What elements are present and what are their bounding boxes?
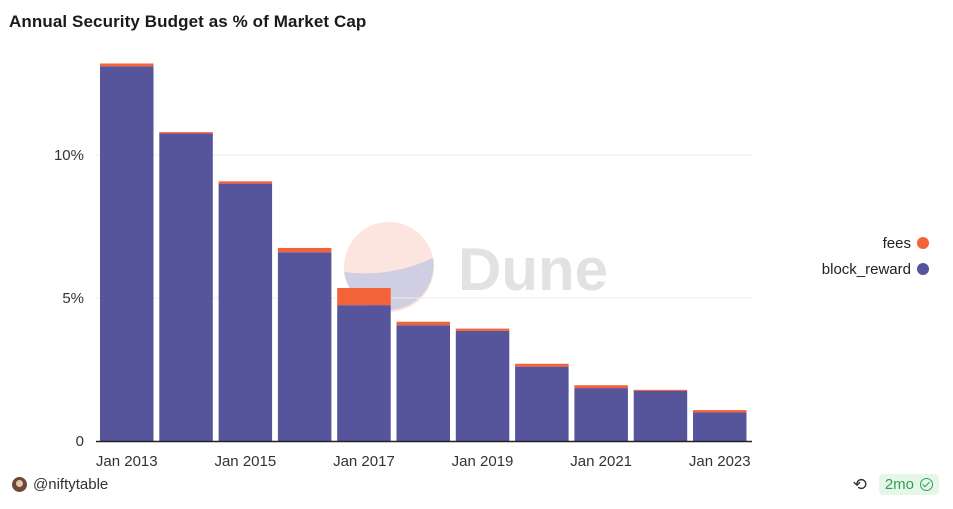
- legend-label-block-reward: block_reward: [821, 260, 911, 278]
- bar-fees[interactable]: [100, 63, 154, 67]
- x-tick-label: Jan 2013: [96, 453, 158, 470]
- legend-dot-fees: [917, 237, 929, 249]
- x-tick-label: Jan 2017: [333, 453, 395, 470]
- bar-fees[interactable]: [515, 363, 569, 367]
- bar-block-reward[interactable]: [100, 66, 154, 441]
- bar-fees[interactable]: [277, 247, 332, 253]
- bar-fees[interactable]: [693, 410, 747, 413]
- x-tick-label: Jan 2019: [452, 453, 514, 470]
- watermark-text: Dune: [458, 236, 608, 303]
- x-tick-label: Jan 2023: [689, 453, 751, 470]
- author-name: @niftytable: [33, 476, 109, 493]
- axes: 0 5% 10% Jan 2013 Jan 2015 Jan 2017 Jan 2019 Ja…: [54, 147, 752, 470]
- legend-label-fees: fees: [882, 234, 911, 252]
- bar-block-reward[interactable]: [218, 183, 273, 441]
- legend: fees block_reward: [822, 230, 929, 282]
- x-tick-label: Jan 2021: [570, 453, 632, 470]
- y-tick-label: 0: [76, 433, 84, 450]
- legend-dot-block-reward: [917, 263, 929, 275]
- refresh-icon[interactable]: ⟲: [852, 475, 867, 494]
- bar-fees[interactable]: [455, 328, 510, 331]
- footer-status: ⟲ 2mo: [853, 474, 939, 495]
- bar-block-reward[interactable]: [337, 305, 391, 441]
- bar-block-reward[interactable]: [574, 388, 628, 441]
- bar-block-reward[interactable]: [159, 133, 213, 442]
- chart-title: Annual Security Budget as % of Market Ca…: [9, 12, 367, 31]
- bar-fees[interactable]: [574, 385, 628, 389]
- bar-block-reward[interactable]: [515, 366, 569, 441]
- y-tick-label: 5%: [62, 290, 84, 307]
- age-text: 2mo: [884, 476, 914, 493]
- y-tick-label: 10%: [54, 147, 84, 164]
- age-badge: 2mo: [878, 474, 939, 495]
- author-link[interactable]: @niftytable: [12, 476, 108, 493]
- bar-block-reward[interactable]: [693, 412, 747, 441]
- bar-fees[interactable]: [337, 287, 391, 306]
- bar-fees[interactable]: [396, 321, 451, 326]
- legend-item-block-reward[interactable]: block_reward: [822, 256, 929, 282]
- bar-fees[interactable]: [633, 389, 688, 391]
- avatar: [12, 477, 27, 492]
- check-circle-icon: [920, 478, 933, 491]
- bar-block-reward[interactable]: [277, 252, 332, 441]
- legend-item-fees[interactable]: fees: [822, 230, 929, 256]
- bar-fees[interactable]: [218, 181, 273, 184]
- bar-block-reward[interactable]: [396, 325, 451, 441]
- bar-fees[interactable]: [159, 132, 213, 134]
- bars: [100, 63, 747, 442]
- bar-block-reward[interactable]: [633, 390, 688, 441]
- x-tick-label: Jan 2015: [214, 453, 276, 470]
- bar-block-reward[interactable]: [455, 330, 510, 441]
